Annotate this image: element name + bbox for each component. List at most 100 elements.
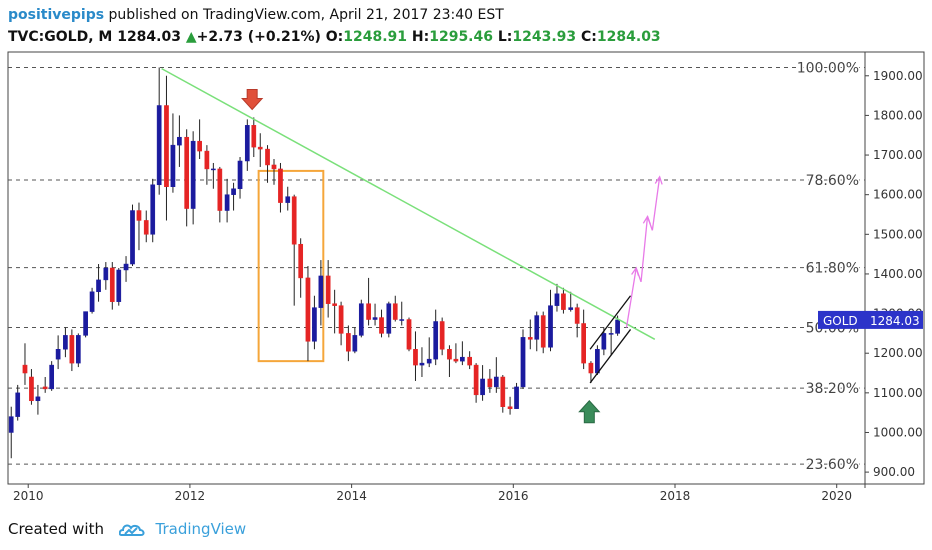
x-tick-label: 2016 [498, 489, 529, 503]
y-tick-label: 1700.00 [873, 148, 923, 162]
x-tick-label: 2014 [336, 489, 367, 503]
candle-body [540, 315, 546, 348]
candle-body [109, 267, 115, 302]
candle-body [338, 305, 344, 334]
candle-body [63, 335, 68, 350]
candle-body [96, 279, 101, 293]
candle-body [278, 168, 283, 203]
candle-body [224, 194, 230, 211]
candle-body [548, 305, 553, 348]
candle-body [83, 311, 88, 336]
candle-body [75, 335, 81, 364]
candle-body [426, 358, 432, 364]
candle-body [35, 396, 41, 402]
high-label: H: [411, 29, 430, 45]
candle-body [69, 335, 75, 364]
price-tag-symbol: GOLD [823, 314, 858, 328]
candle-body [55, 348, 61, 360]
candle-body [460, 356, 465, 362]
candle-body [534, 315, 540, 340]
low-value: 1243.93 [512, 29, 577, 45]
candle-body [392, 303, 398, 320]
tradingview-brand-link[interactable]: TradingView [155, 520, 247, 538]
candle-body [574, 307, 580, 324]
projection-segment [635, 267, 642, 283]
tradingview-logo-icon [118, 524, 145, 536]
candle-body [520, 337, 526, 388]
candle-body [298, 243, 304, 279]
y-tick-label: 1400.00 [873, 267, 923, 281]
candle-body [257, 146, 263, 150]
candle-body [568, 307, 574, 310]
candle-body [251, 125, 257, 148]
candle-body [554, 293, 560, 306]
candle-body [325, 275, 331, 304]
candle-body [487, 378, 493, 388]
candle-body [312, 307, 317, 342]
low-label: L: [497, 29, 513, 45]
candle-body [493, 376, 499, 388]
chart-header: positivepips published on TradingView.co… [8, 4, 928, 48]
range-box [257, 169, 325, 363]
candle-body [190, 140, 196, 209]
candle-body [561, 293, 566, 310]
candle-body [29, 376, 34, 402]
candle-body [386, 303, 392, 334]
x-tick-label: 2020 [821, 489, 852, 503]
candle-body [89, 291, 95, 312]
candle-body [447, 348, 452, 360]
candle-body [291, 196, 297, 245]
candle-body [358, 303, 364, 336]
projection-segment [646, 216, 653, 231]
candle-body [352, 335, 358, 352]
candle-body [413, 348, 418, 366]
candle-body [217, 168, 223, 211]
open-value: 1248.91 [343, 29, 408, 45]
down-arrow-icon [241, 88, 264, 111]
candle-body [346, 333, 351, 352]
author-link[interactable]: positivepips [8, 7, 105, 23]
candle-body [527, 337, 533, 340]
trend-line [161, 67, 656, 340]
candle-body [265, 148, 270, 166]
candle-body [467, 356, 472, 366]
candle-body [595, 348, 600, 374]
up-arrow-icon [578, 400, 601, 424]
x-tick-label: 2012 [175, 489, 206, 503]
publish-info: positivepips published on TradingView.co… [8, 4, 928, 26]
projection-segment [651, 176, 661, 231]
price-chart[interactable]: 900.001000.001100.001200.001300.001400.0… [0, 50, 932, 512]
candle-body [116, 269, 122, 302]
candle-body [136, 210, 142, 221]
projection-segment [640, 216, 649, 282]
footer: Created with TradingView [8, 516, 246, 542]
candle-body [588, 362, 594, 374]
change-value: +2.73 (+0.21%) [196, 29, 321, 45]
fib-level-label: 100.00% [797, 60, 859, 76]
projection-arrow-icon [654, 175, 663, 185]
candle-body [8, 416, 14, 433]
candle-body [601, 333, 607, 350]
candle-body [22, 364, 28, 374]
y-tick-label: 1600.00 [873, 188, 923, 202]
symbol-label: TVC:GOLD, M [8, 29, 113, 45]
candle-body [231, 188, 236, 195]
candle-body [244, 125, 250, 162]
candle-body [439, 321, 445, 350]
candle-body [615, 319, 620, 334]
published-text: published on TradingView.com, April 21, … [108, 7, 504, 23]
candle-body [237, 160, 243, 189]
candle-body [608, 333, 614, 335]
projection-segment [625, 267, 637, 328]
candle-body [507, 406, 513, 409]
candle-body [49, 364, 55, 390]
fib-level-label: 23.60% [806, 457, 859, 473]
candle-body [123, 263, 129, 271]
open-label: O: [325, 29, 344, 45]
created-with-text: Created with [8, 520, 104, 538]
close-label: C: [581, 29, 597, 45]
close-value: 1284.03 [596, 29, 661, 45]
candle-body [143, 220, 149, 235]
y-tick-label: 1900.00 [873, 69, 923, 83]
candle-body [156, 105, 162, 186]
